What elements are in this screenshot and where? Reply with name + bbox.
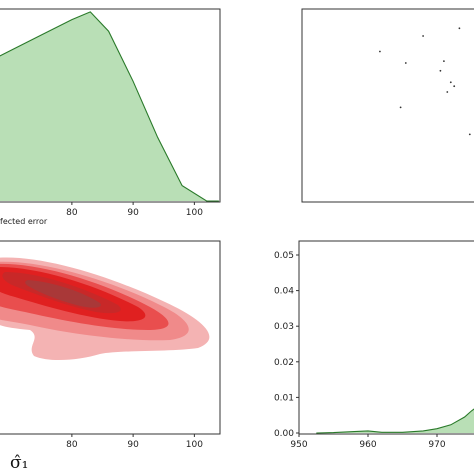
kde-contours [0, 257, 210, 361]
bottom-left-x-label: σ̂₁ [10, 453, 28, 473]
bottom-left-kde-panel: 80 90 100 σ̂₁ [0, 240, 221, 473]
top-right-frame [301, 8, 474, 203]
scatter-point [399, 106, 402, 109]
bottom-right-density-area [316, 409, 474, 433]
x-tick-label: 80 [66, 208, 78, 218]
y-tick-label: 0.05 [274, 251, 294, 261]
scatter-point [446, 91, 449, 93]
top-left-frame [0, 8, 221, 203]
x-tick-label: 100 [186, 440, 203, 450]
top-right-scatter-points [379, 27, 471, 136]
x-tick-label: 950 [290, 440, 307, 450]
bottom-right-x-ticks: 950 960 970 [290, 434, 446, 450]
top-left-x-label: fected error [0, 217, 48, 226]
scatter-point [404, 62, 407, 64]
y-tick-label: 0.04 [274, 287, 294, 297]
bottom-right-y-ticks: 0.00 0.01 0.02 0.03 0.04 0.05 [274, 251, 299, 439]
top-right-scatter-panel [301, 8, 474, 203]
x-tick-label: 80 [66, 440, 78, 450]
y-tick-label: 0.00 [274, 429, 294, 439]
x-tick-label: 100 [186, 208, 203, 218]
x-tick-label: 970 [428, 440, 445, 450]
bottom-right-density-line [316, 408, 474, 434]
scatter-point [453, 85, 456, 88]
top-left-density-panel: 80 90 100 fected error [0, 8, 221, 226]
x-tick-label: 90 [127, 440, 139, 450]
y-tick-label: 0.03 [274, 322, 294, 332]
bottom-right-frame [298, 240, 474, 435]
scatter-point [422, 35, 424, 37]
bottom-left-frame [0, 240, 221, 435]
top-left-density-area [0, 11, 219, 201]
y-tick-label: 0.02 [274, 358, 294, 368]
bottom-left-x-ticks: 80 90 100 [66, 434, 203, 450]
scatter-point [468, 133, 471, 136]
scatter-point [443, 60, 445, 62]
scatter-point [379, 50, 381, 53]
scatter-point [449, 81, 452, 84]
x-tick-label: 960 [359, 440, 376, 450]
bottom-right-density-panel: 950 960 970 0.00 0.01 0.02 0.03 0.04 0.05 [274, 240, 474, 450]
x-tick-label: 90 [127, 208, 139, 218]
scatter-point [439, 69, 442, 72]
y-tick-label: 0.01 [274, 393, 294, 403]
scatter-point [458, 27, 461, 30]
top-left-x-ticks: 80 90 100 [66, 202, 203, 218]
top-left-density-line [0, 11, 219, 202]
kde-contour-level-6 [25, 280, 101, 308]
